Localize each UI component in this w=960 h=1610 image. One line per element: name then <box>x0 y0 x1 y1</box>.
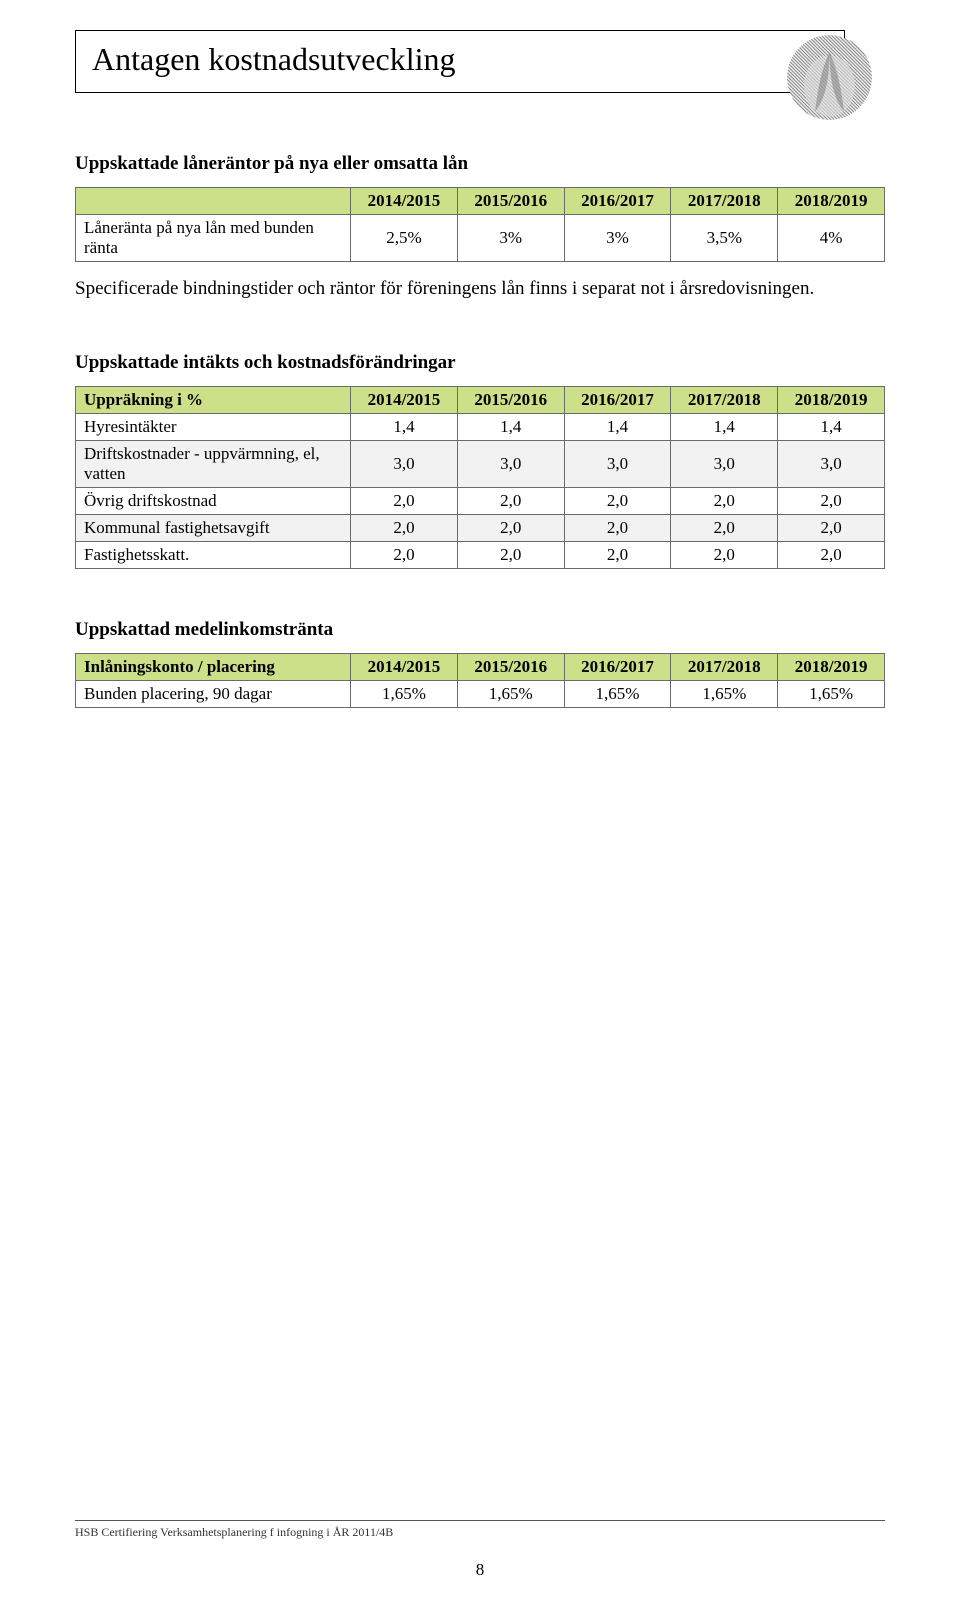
section3-title: Uppskattad medelinkomstränta <box>75 619 885 641</box>
table-loan-rates: 2014/2015 2015/2016 2016/2017 2017/2018 … <box>75 187 885 262</box>
cell: 3,0 <box>778 440 885 487</box>
table-deposit-rates: Inlåningskonto / placering 2014/2015 201… <box>75 653 885 708</box>
cell: 3% <box>564 215 671 262</box>
table-row: Bunden placering, 90 dagar 1,65% 1,65% 1… <box>76 680 885 707</box>
cell: 2,0 <box>457 541 564 568</box>
table-header-row: Uppräkning i % 2014/2015 2015/2016 2016/… <box>76 386 885 413</box>
row-label: Låneränta på nya lån med bunden ränta <box>76 215 351 262</box>
section2-title: Uppskattade intäkts och kostnadsförändri… <box>75 352 885 374</box>
cell: 2,0 <box>671 541 778 568</box>
cell: 2,0 <box>564 514 671 541</box>
cell: 4% <box>778 215 885 262</box>
page-number: 8 <box>75 1560 885 1580</box>
header-label: Inlåningskonto / placering <box>76 653 351 680</box>
col-header: 2014/2015 <box>351 653 458 680</box>
cell: 2,0 <box>457 487 564 514</box>
table-row: Fastighetsskatt.2,02,02,02,02,0 <box>76 541 885 568</box>
row-label: Hyresintäkter <box>76 413 351 440</box>
col-header: 2014/2015 <box>351 188 458 215</box>
col-header: 2017/2018 <box>671 386 778 413</box>
col-header: 2015/2016 <box>457 653 564 680</box>
cell: 3,0 <box>351 440 458 487</box>
header-label: Uppräkning i % <box>76 386 351 413</box>
cell: 1,65% <box>778 680 885 707</box>
table-row: Hyresintäkter1,41,41,41,41,4 <box>76 413 885 440</box>
cell: 3,0 <box>671 440 778 487</box>
cell: 2,0 <box>351 541 458 568</box>
cell: 1,4 <box>457 413 564 440</box>
cell: 3,0 <box>457 440 564 487</box>
table-row: Låneränta på nya lån med bunden ränta 2,… <box>76 215 885 262</box>
col-header: 2018/2019 <box>778 188 885 215</box>
row-label: Fastighetsskatt. <box>76 541 351 568</box>
row-label: Kommunal fastighetsavgift <box>76 514 351 541</box>
note-text: Specificerade bindningstider och räntor … <box>75 276 885 302</box>
row-label: Bunden placering, 90 dagar <box>76 680 351 707</box>
cell: 2,0 <box>671 514 778 541</box>
cell: 2,0 <box>457 514 564 541</box>
footer: HSB Certifiering Verksamhetsplanering f … <box>75 1520 885 1580</box>
col-header: 2016/2017 <box>564 653 671 680</box>
cell: 2,0 <box>351 514 458 541</box>
cell: 1,4 <box>778 413 885 440</box>
cell: 3,5% <box>671 215 778 262</box>
cell: 3% <box>457 215 564 262</box>
cell: 1,4 <box>671 413 778 440</box>
col-header: 2014/2015 <box>351 386 458 413</box>
cell: 2,0 <box>351 487 458 514</box>
cell: 2,0 <box>778 514 885 541</box>
table-row: Övrig driftskostnad2,02,02,02,02,0 <box>76 487 885 514</box>
title-box: Antagen kostnadsutveckling <box>75 30 845 93</box>
cell: 1,65% <box>457 680 564 707</box>
cell: 2,5% <box>351 215 458 262</box>
cell: 1,65% <box>351 680 458 707</box>
table-header-row: 2014/2015 2015/2016 2016/2017 2017/2018 … <box>76 188 885 215</box>
cell: 3,0 <box>564 440 671 487</box>
cell: 1,65% <box>671 680 778 707</box>
cell: 1,4 <box>564 413 671 440</box>
row-label: Övrig driftskostnad <box>76 487 351 514</box>
header-blank <box>76 188 351 215</box>
logo-icon <box>787 35 872 120</box>
cell: 1,65% <box>564 680 671 707</box>
table-header-row: Inlåningskonto / placering 2014/2015 201… <box>76 653 885 680</box>
cell: 2,0 <box>564 541 671 568</box>
col-header: 2017/2018 <box>671 188 778 215</box>
section1-title: Uppskattade låneräntor på nya eller omsa… <box>75 153 885 175</box>
cell: 2,0 <box>564 487 671 514</box>
footer-divider <box>75 1520 885 1521</box>
col-header: 2015/2016 <box>457 188 564 215</box>
cell: 2,0 <box>778 541 885 568</box>
table-cost-changes: Uppräkning i % 2014/2015 2015/2016 2016/… <box>75 386 885 569</box>
col-header: 2015/2016 <box>457 386 564 413</box>
cell: 1,4 <box>351 413 458 440</box>
col-header: 2016/2017 <box>564 386 671 413</box>
row-label: Driftskostnader - uppvärmning, el, vatte… <box>76 440 351 487</box>
col-header: 2018/2019 <box>778 653 885 680</box>
cell: 2,0 <box>671 487 778 514</box>
footer-text: HSB Certifiering Verksamhetsplanering f … <box>75 1525 885 1540</box>
page-title: Antagen kostnadsutveckling <box>92 41 828 78</box>
table-row: Driftskostnader - uppvärmning, el, vatte… <box>76 440 885 487</box>
col-header: 2016/2017 <box>564 188 671 215</box>
table-row: Kommunal fastighetsavgift2,02,02,02,02,0 <box>76 514 885 541</box>
col-header: 2017/2018 <box>671 653 778 680</box>
col-header: 2018/2019 <box>778 386 885 413</box>
cell: 2,0 <box>778 487 885 514</box>
